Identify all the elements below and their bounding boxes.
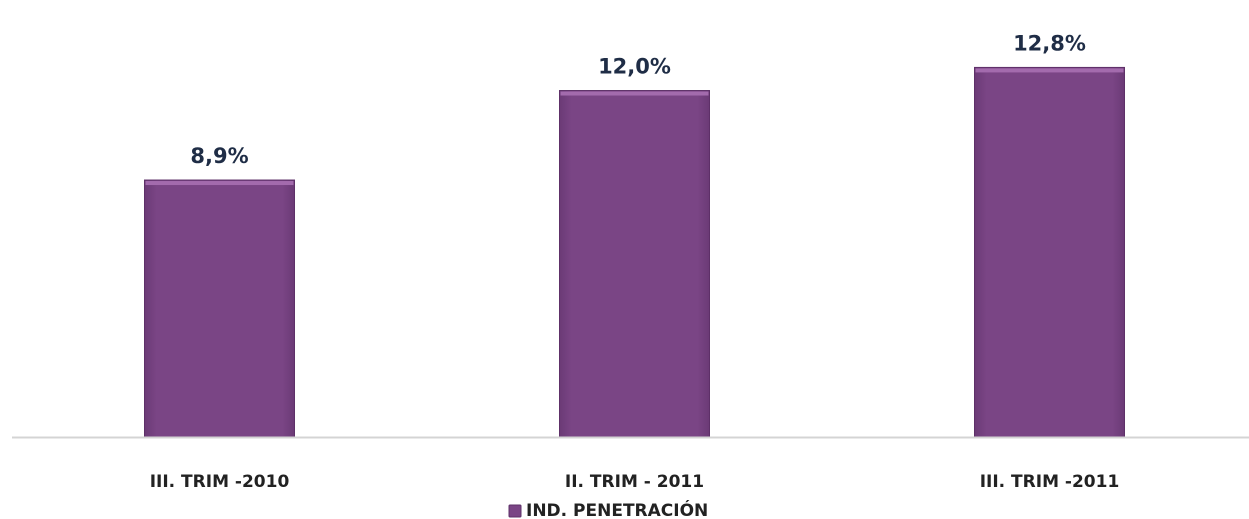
bar-top-highlight [145, 181, 294, 186]
bar-top-highlight [975, 68, 1124, 73]
category-label: III. TRIM -2011 [980, 472, 1120, 492]
legend-swatch [508, 504, 522, 518]
bar-top-highlight [560, 91, 709, 96]
value-labels-layer: 8,9% 12,0% 12,8% [190, 31, 1086, 168]
legend: IND. PENETRACIÓN [508, 499, 708, 519]
bar [144, 179, 295, 438]
bar-value-label: 8,9% [190, 144, 248, 168]
bar [974, 66, 1125, 438]
bar-value-label: 12,0% [598, 55, 671, 79]
bar [559, 90, 710, 438]
bar-value-label: 12,8% [1013, 31, 1086, 55]
category-label: II. TRIM - 2011 [565, 472, 704, 492]
category-label: III. TRIM -2010 [150, 472, 290, 492]
bars-layer [144, 66, 1125, 438]
legend-label: IND. PENETRACIÓN [526, 499, 708, 519]
category-labels-layer: III. TRIM -2010 II. TRIM - 2011 III. TRIM … [150, 472, 1120, 492]
